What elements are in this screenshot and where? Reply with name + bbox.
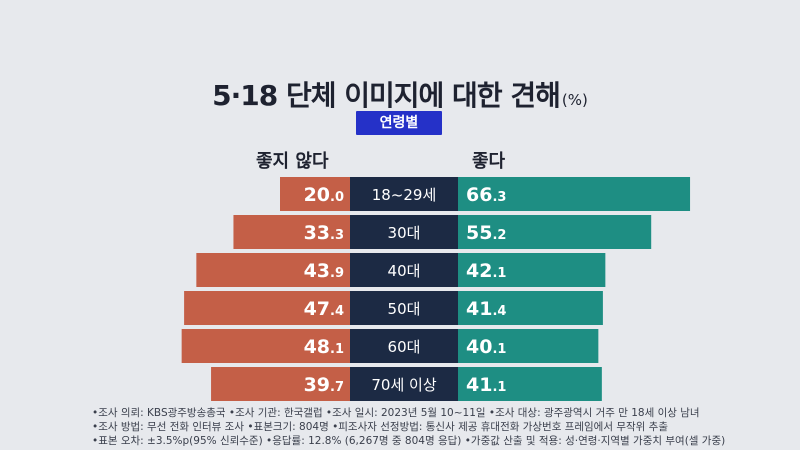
data-label-positive: 41.4: [466, 298, 506, 320]
bar-positive: [458, 215, 652, 249]
category-label: 60대: [388, 338, 421, 356]
data-label-positive: 55.2: [466, 222, 506, 244]
bar-negative: [196, 253, 350, 287]
category-label: 70세 이상: [371, 376, 436, 394]
category-label: 18~29세: [372, 186, 437, 204]
bar-positive: [458, 253, 606, 287]
category-label: 40대: [388, 262, 421, 280]
bar-negative: [184, 291, 350, 325]
footnote-line: •조사 방법: 무선 전화 인터뷰 조사 •표본크기: 804명 •피조사자 선…: [92, 421, 668, 433]
category-label-bg: [350, 177, 458, 211]
data-label-negative: 20.0: [304, 184, 344, 206]
bar-positive: [458, 177, 691, 211]
legend-negative: 좋지 않다: [256, 151, 329, 172]
bar-negative: [181, 329, 350, 363]
bar-negative: [280, 177, 350, 211]
bar-positive: [458, 329, 599, 363]
bar-positive: [458, 291, 603, 325]
footnote-line: •조사 의뢰: KBS광주방송총국 •조사 기관: 한국갤럽 •조사 일시: 2…: [92, 407, 700, 419]
chart-title-text: 5·18 단체 이미지에 대한 견해: [212, 79, 561, 112]
category-label-bg: [350, 291, 458, 325]
legend-positive: 좋다: [472, 151, 506, 172]
data-label-negative: 39.7: [304, 374, 344, 396]
data-label-positive: 41.1: [466, 374, 506, 396]
footnote-line: •표본 오차: ±3.5%p(95% 신뢰수준) •응답률: 12.8% (6,…: [92, 435, 726, 447]
category-label-bg: [350, 329, 458, 363]
category-label: 30대: [388, 224, 421, 242]
data-label-positive: 42.1: [466, 260, 506, 282]
survey-footnotes: •조사 의뢰: KBS광주방송총국 •조사 기관: 한국갤럽 •조사 일시: 2…: [92, 406, 792, 448]
data-label-negative: 33.3: [304, 222, 344, 244]
category-label: 50대: [388, 300, 421, 318]
bar-negative: [211, 367, 350, 401]
bar-positive: [458, 367, 602, 401]
age-group-badge: 연령별: [356, 111, 442, 135]
data-label-negative: 48.1: [304, 336, 344, 358]
chart-unit: (%): [561, 91, 588, 109]
category-label-bg: [350, 253, 458, 287]
category-label-bg: [350, 367, 458, 401]
data-label-negative: 43.9: [304, 260, 344, 282]
data-label-negative: 47.4: [304, 298, 344, 320]
data-label-positive: 40.1: [466, 336, 506, 358]
bar-negative: [233, 215, 350, 249]
chart-title: 5·18 단체 이미지에 대한 견해 (%): [0, 74, 800, 114]
category-label-bg: [350, 215, 458, 249]
data-label-positive: 66.3: [466, 184, 506, 206]
